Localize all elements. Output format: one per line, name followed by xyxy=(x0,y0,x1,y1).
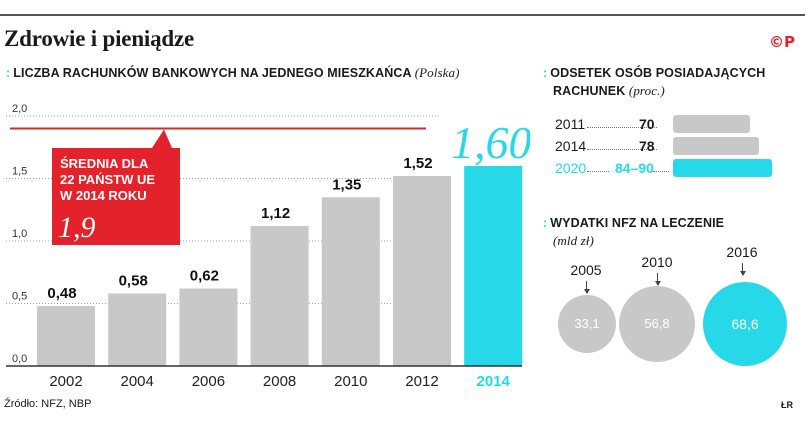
callout-text: 22 PAŃSTW UE xyxy=(60,172,155,187)
nfz-subtitle: (mld zł) xyxy=(553,233,594,248)
section-marker-icon: : xyxy=(543,216,548,230)
accounts-row-bar xyxy=(673,137,759,155)
page-title: Zdrowie i pieniądze xyxy=(4,26,195,51)
bar xyxy=(108,293,167,366)
accounts-row-bar xyxy=(673,159,772,177)
nfz-bubble: 56,8 xyxy=(618,285,696,363)
x-tick-label: 2014 xyxy=(477,373,511,390)
nfz-title-text: Wydatki NFZ na leczenie xyxy=(550,216,725,230)
x-tick-label: 2012 xyxy=(405,373,438,390)
nfz-bubble: 68,6 xyxy=(703,282,787,366)
highlight-value-label: 1,60 xyxy=(451,117,530,168)
top-rule xyxy=(0,14,805,16)
x-tick-label: 2006 xyxy=(192,373,225,390)
accounts-row-value: 78 xyxy=(639,138,655,154)
bar xyxy=(464,166,523,366)
y-tick-label: 0,0 xyxy=(12,353,27,365)
accounts-row-leader xyxy=(653,171,669,172)
accounts-row-year: 2020 xyxy=(555,160,587,176)
y-tick-label: 0,5 xyxy=(12,291,27,303)
bar-value-label: 0,48 xyxy=(47,285,76,302)
bar xyxy=(321,197,380,366)
accounts-row-value: 70 xyxy=(639,116,655,132)
nfz-year: 2010 xyxy=(641,254,673,270)
accounts-row-year: 2014 xyxy=(555,138,587,154)
source-note: Źródło: NFZ, NBP xyxy=(4,398,92,410)
accounts-title: : Odsetek osób posiadających rachunek (pr… xyxy=(543,64,803,100)
bar-value-label: 1,12 xyxy=(261,205,290,222)
publisher-logo: ©P xyxy=(769,33,795,51)
bar-chart-subtitle: (Polska) xyxy=(414,65,460,80)
nfz-year: 2005 xyxy=(570,262,602,278)
down-arrow-icon xyxy=(655,273,661,286)
bar xyxy=(179,288,238,366)
accounts-row: 2014 78 xyxy=(555,136,795,156)
down-arrow-icon xyxy=(740,263,746,276)
callout-value: 1,9 xyxy=(58,211,96,244)
down-arrow-icon xyxy=(584,281,590,294)
nfz-bubble: 33,1 xyxy=(557,294,617,354)
bar xyxy=(37,306,95,366)
section-marker-icon: : xyxy=(543,66,548,80)
accounts-row-value: 84–90 xyxy=(615,160,654,176)
bar-chart-title: : Liczba rachunków bankowych na jednego m… xyxy=(6,64,460,82)
author-credit: ŁR xyxy=(781,400,793,410)
y-tick-label: 2,0 xyxy=(12,103,27,115)
x-tick-label: 2010 xyxy=(334,373,367,390)
y-tick-label: 1,0 xyxy=(12,228,27,240)
section-marker-icon: : xyxy=(6,66,11,80)
x-tick-label: 2002 xyxy=(49,373,82,390)
bar xyxy=(393,176,451,366)
bar-chart-title-text: Liczba rachunków bankowych na jednego mi… xyxy=(13,66,412,80)
bar-value-label: 1,52 xyxy=(403,155,432,172)
accounts-row: 2011 70 xyxy=(555,114,795,134)
bar-value-label: 1,35 xyxy=(332,176,361,193)
bar xyxy=(250,226,309,366)
accounts-row-leader xyxy=(587,171,609,172)
accounts-title-line2: rachunek xyxy=(553,84,626,98)
x-tick-label: 2004 xyxy=(121,373,154,390)
accounts-row-year: 2011 xyxy=(555,116,586,132)
bar-value-label: 0,62 xyxy=(190,268,219,285)
nfz-title: : Wydatki NFZ na leczenie (mld zł) xyxy=(543,214,803,250)
bar-value-label: 0,58 xyxy=(119,273,148,290)
callout-text: W 2014 ROKU xyxy=(60,188,147,203)
bank-accounts-bar-chart: 0,0 0,5 1,0 1,5 2,0 0,48 2002 0,58 2004 0,62 2006 1… xyxy=(6,103,530,390)
accounts-row-leader xyxy=(587,149,657,150)
eu-average-callout xyxy=(52,129,180,245)
accounts-subtitle: (proc.) xyxy=(628,83,665,98)
nfz-year: 2016 xyxy=(726,244,758,260)
accounts-row-bar xyxy=(673,115,750,133)
callout-text: ŚREDNIA DLA xyxy=(60,156,149,171)
accounts-title-line1: Odsetek osób posiadających xyxy=(550,66,766,80)
y-tick-label: 1,5 xyxy=(12,166,27,178)
accounts-row: 2020 84–90 xyxy=(555,158,795,178)
x-tick-label: 2008 xyxy=(263,373,296,390)
accounts-row-leader xyxy=(587,127,657,128)
